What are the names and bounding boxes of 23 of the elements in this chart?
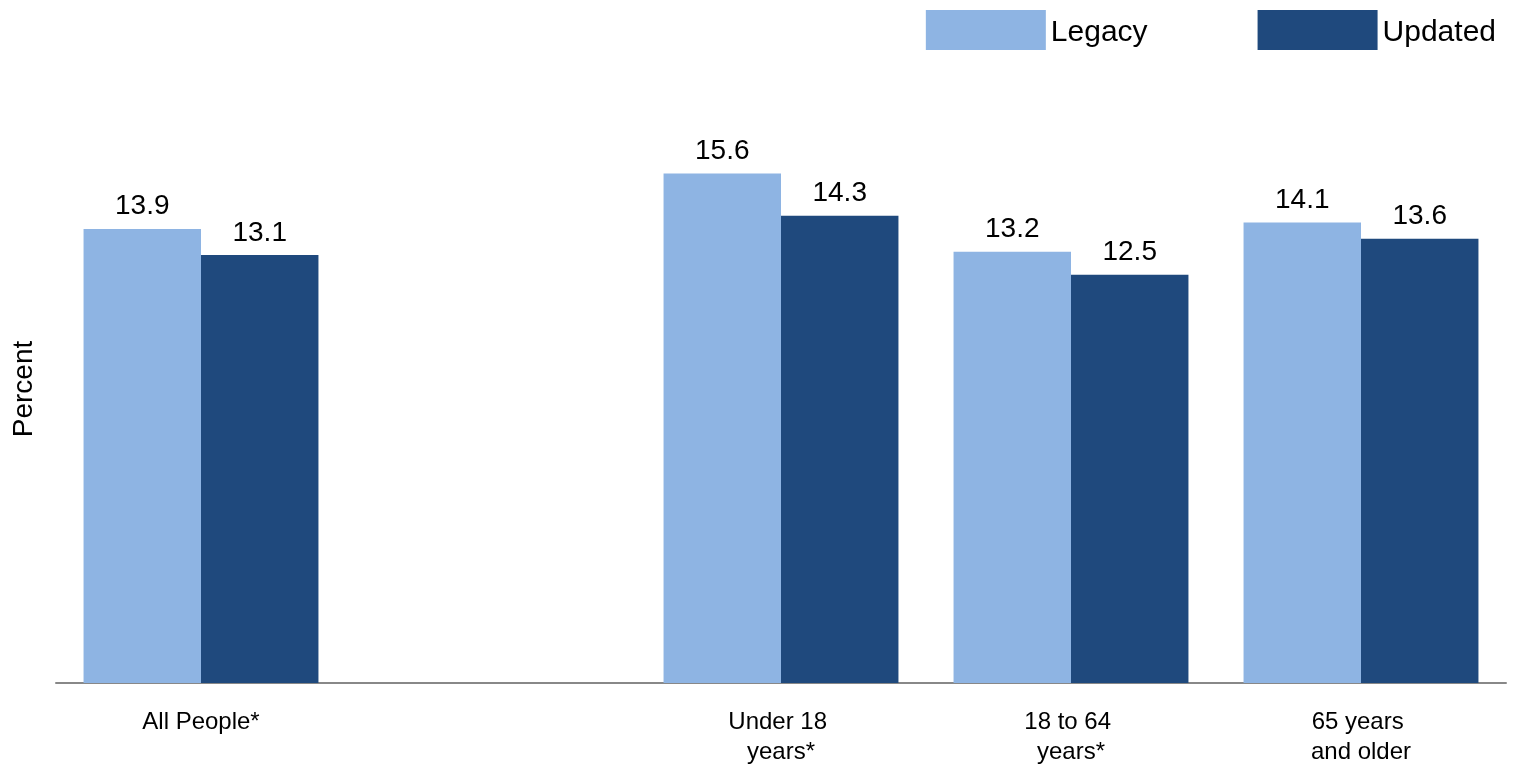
x-tick-label: 18 to 64 years* — [1024, 706, 1118, 764]
data-label: 13.1 — [232, 215, 287, 247]
x-tick-label: 65 years and older — [1310, 706, 1412, 764]
data-label: 15.6 — [695, 133, 750, 165]
y-axis-title: Percent — [6, 340, 38, 438]
data-label: 13.2 — [985, 212, 1040, 244]
data-label: 13.6 — [1392, 199, 1447, 231]
bar — [781, 215, 899, 683]
bar — [953, 251, 1071, 683]
bar — [663, 173, 781, 683]
legend-label: Updated — [1382, 13, 1497, 47]
x-tick-label: Under 18 years* — [728, 706, 834, 764]
data-label: 14.1 — [1275, 182, 1330, 214]
bar — [83, 228, 201, 683]
bar — [1361, 238, 1479, 683]
x-tick-label: All People* — [142, 706, 260, 734]
legend-label: Legacy — [1050, 13, 1148, 47]
data-label: 13.9 — [115, 189, 170, 221]
bar — [1243, 222, 1361, 683]
data-label: 14.3 — [812, 176, 867, 208]
bar — [1071, 274, 1189, 683]
bar — [201, 255, 319, 683]
data-label: 12.5 — [1102, 235, 1157, 267]
